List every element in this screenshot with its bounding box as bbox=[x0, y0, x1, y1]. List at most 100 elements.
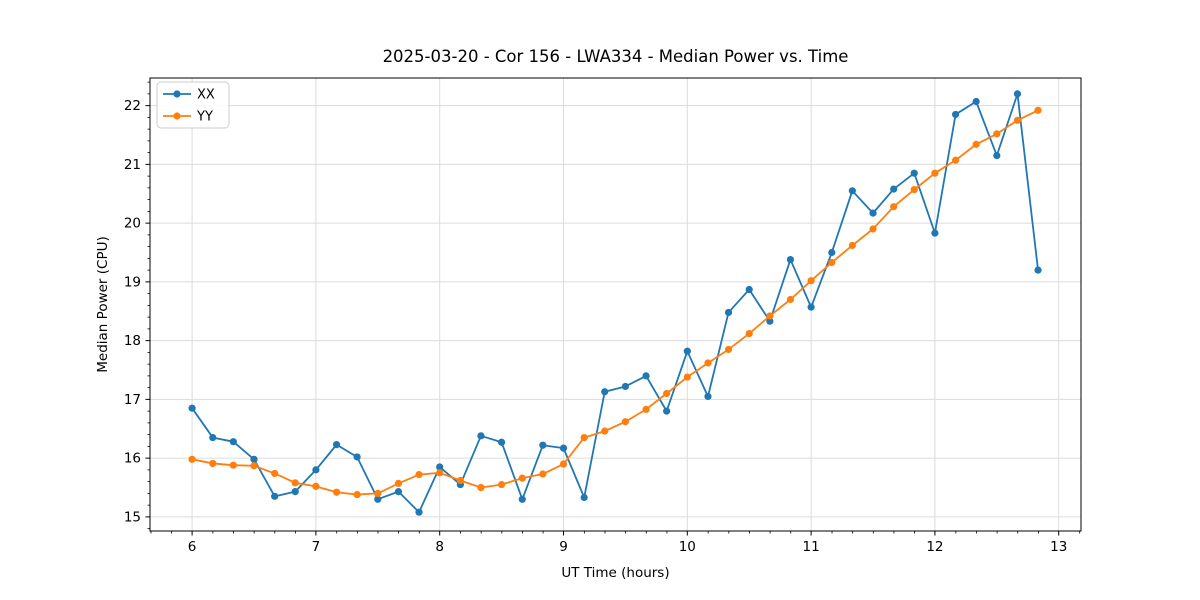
data-point-XX bbox=[951, 110, 960, 119]
data-point-YY bbox=[931, 169, 939, 177]
y-tick-label: 22 bbox=[124, 98, 141, 114]
data-point-XX bbox=[1034, 266, 1042, 274]
data-point-XX bbox=[539, 441, 547, 449]
x-tick-label: 9 bbox=[559, 539, 568, 555]
data-point-XX bbox=[498, 438, 506, 446]
legend-label-XX: XX bbox=[197, 88, 215, 103]
y-tick-label: 18 bbox=[124, 333, 141, 349]
y-tick-label: 16 bbox=[124, 451, 141, 467]
data-point-YY bbox=[518, 474, 526, 482]
data-point-YY bbox=[580, 433, 588, 442]
data-point-YY bbox=[869, 225, 877, 233]
data-point-YY bbox=[601, 427, 609, 435]
data-point-YY bbox=[663, 389, 671, 398]
data-point-YY bbox=[374, 489, 382, 497]
data-point-XX bbox=[353, 453, 361, 461]
legend-sample-marker bbox=[173, 90, 181, 98]
data-point-XX bbox=[477, 432, 485, 440]
data-point-XX bbox=[704, 392, 712, 401]
data-point-XX bbox=[188, 404, 196, 412]
data-point-YY bbox=[972, 140, 980, 148]
data-point-XX bbox=[766, 317, 774, 325]
x-tick-label: 6 bbox=[188, 539, 197, 555]
data-point-XX bbox=[745, 285, 753, 294]
data-point-YY bbox=[559, 460, 568, 468]
legend-label-YY: YY bbox=[196, 110, 213, 125]
data-point-XX bbox=[312, 466, 320, 474]
data-point-YY bbox=[353, 490, 361, 499]
data-point-XX bbox=[1013, 90, 1022, 98]
data-point-YY bbox=[271, 469, 279, 478]
data-point-YY bbox=[745, 329, 753, 338]
data-point-YY bbox=[724, 345, 733, 354]
data-point-XX bbox=[271, 492, 279, 500]
data-point-YY bbox=[436, 469, 444, 477]
y-tick-label: 19 bbox=[124, 274, 141, 290]
data-point-XX bbox=[291, 488, 299, 496]
data-point-XX bbox=[663, 407, 671, 415]
data-point-YY bbox=[786, 295, 795, 304]
data-point-XX bbox=[436, 463, 444, 471]
legend-box bbox=[156, 81, 230, 129]
y-tick-label: 21 bbox=[124, 157, 141, 173]
data-point-XX bbox=[993, 151, 1001, 160]
y-axis-label: Median Power (CPU) bbox=[95, 236, 111, 372]
data-point-YY bbox=[229, 461, 237, 469]
x-tick-label: 8 bbox=[435, 539, 444, 555]
data-point-XX bbox=[601, 388, 609, 396]
data-point-XX bbox=[786, 255, 795, 264]
data-point-YY bbox=[477, 483, 485, 492]
data-point-YY bbox=[910, 186, 918, 194]
x-tick-label: 10 bbox=[679, 539, 696, 555]
data-point-YY bbox=[890, 203, 898, 211]
data-point-YY bbox=[291, 479, 299, 487]
data-point-YY bbox=[621, 418, 630, 426]
data-point-XX bbox=[250, 455, 258, 463]
data-point-XX bbox=[621, 382, 630, 391]
x-tick-label: 7 bbox=[312, 539, 321, 555]
data-point-YY bbox=[642, 405, 650, 413]
data-point-XX bbox=[209, 433, 217, 442]
data-point-YY bbox=[683, 373, 691, 381]
data-point-XX bbox=[972, 97, 980, 106]
x-axis-label: UT Time (hours) bbox=[561, 565, 669, 581]
data-point-YY bbox=[828, 258, 836, 267]
data-point-XX bbox=[394, 488, 403, 496]
x-tick-label: 13 bbox=[1050, 539, 1067, 555]
data-point-YY bbox=[312, 482, 320, 490]
y-tick-label: 17 bbox=[124, 392, 141, 408]
data-point-XX bbox=[642, 372, 650, 380]
data-point-YY bbox=[951, 156, 960, 164]
data-point-YY bbox=[250, 462, 258, 470]
data-point-YY bbox=[394, 479, 403, 488]
data-point-YY bbox=[1034, 106, 1042, 114]
chart-title: 2025-03-20 - Cor 156 - LWA334 - Median P… bbox=[383, 47, 849, 66]
data-point-XX bbox=[559, 444, 568, 452]
data-point-YY bbox=[766, 312, 774, 320]
data-point-XX bbox=[374, 495, 382, 503]
data-point-XX bbox=[229, 438, 237, 446]
data-point-YY bbox=[1013, 116, 1022, 124]
data-point-YY bbox=[209, 459, 217, 468]
x-tick-label: 12 bbox=[926, 539, 943, 555]
data-point-YY bbox=[848, 241, 856, 250]
data-point-XX bbox=[931, 229, 939, 237]
data-point-XX bbox=[724, 308, 733, 317]
legend-sample-marker bbox=[173, 112, 181, 120]
data-point-XX bbox=[890, 185, 898, 193]
data-point-XX bbox=[910, 169, 918, 177]
x-tick-label: 11 bbox=[803, 539, 820, 555]
data-point-YY bbox=[332, 488, 341, 496]
data-point-XX bbox=[807, 303, 815, 311]
data-point-XX bbox=[848, 187, 856, 195]
data-point-XX bbox=[518, 495, 526, 503]
y-tick-label: 20 bbox=[124, 216, 141, 232]
data-point-XX bbox=[869, 209, 877, 217]
data-point-YY bbox=[188, 455, 196, 463]
data-point-YY bbox=[415, 471, 423, 479]
y-tick-label: 15 bbox=[124, 509, 141, 525]
series-line-XX bbox=[191, 92, 1039, 514]
data-point-YY bbox=[456, 476, 464, 485]
